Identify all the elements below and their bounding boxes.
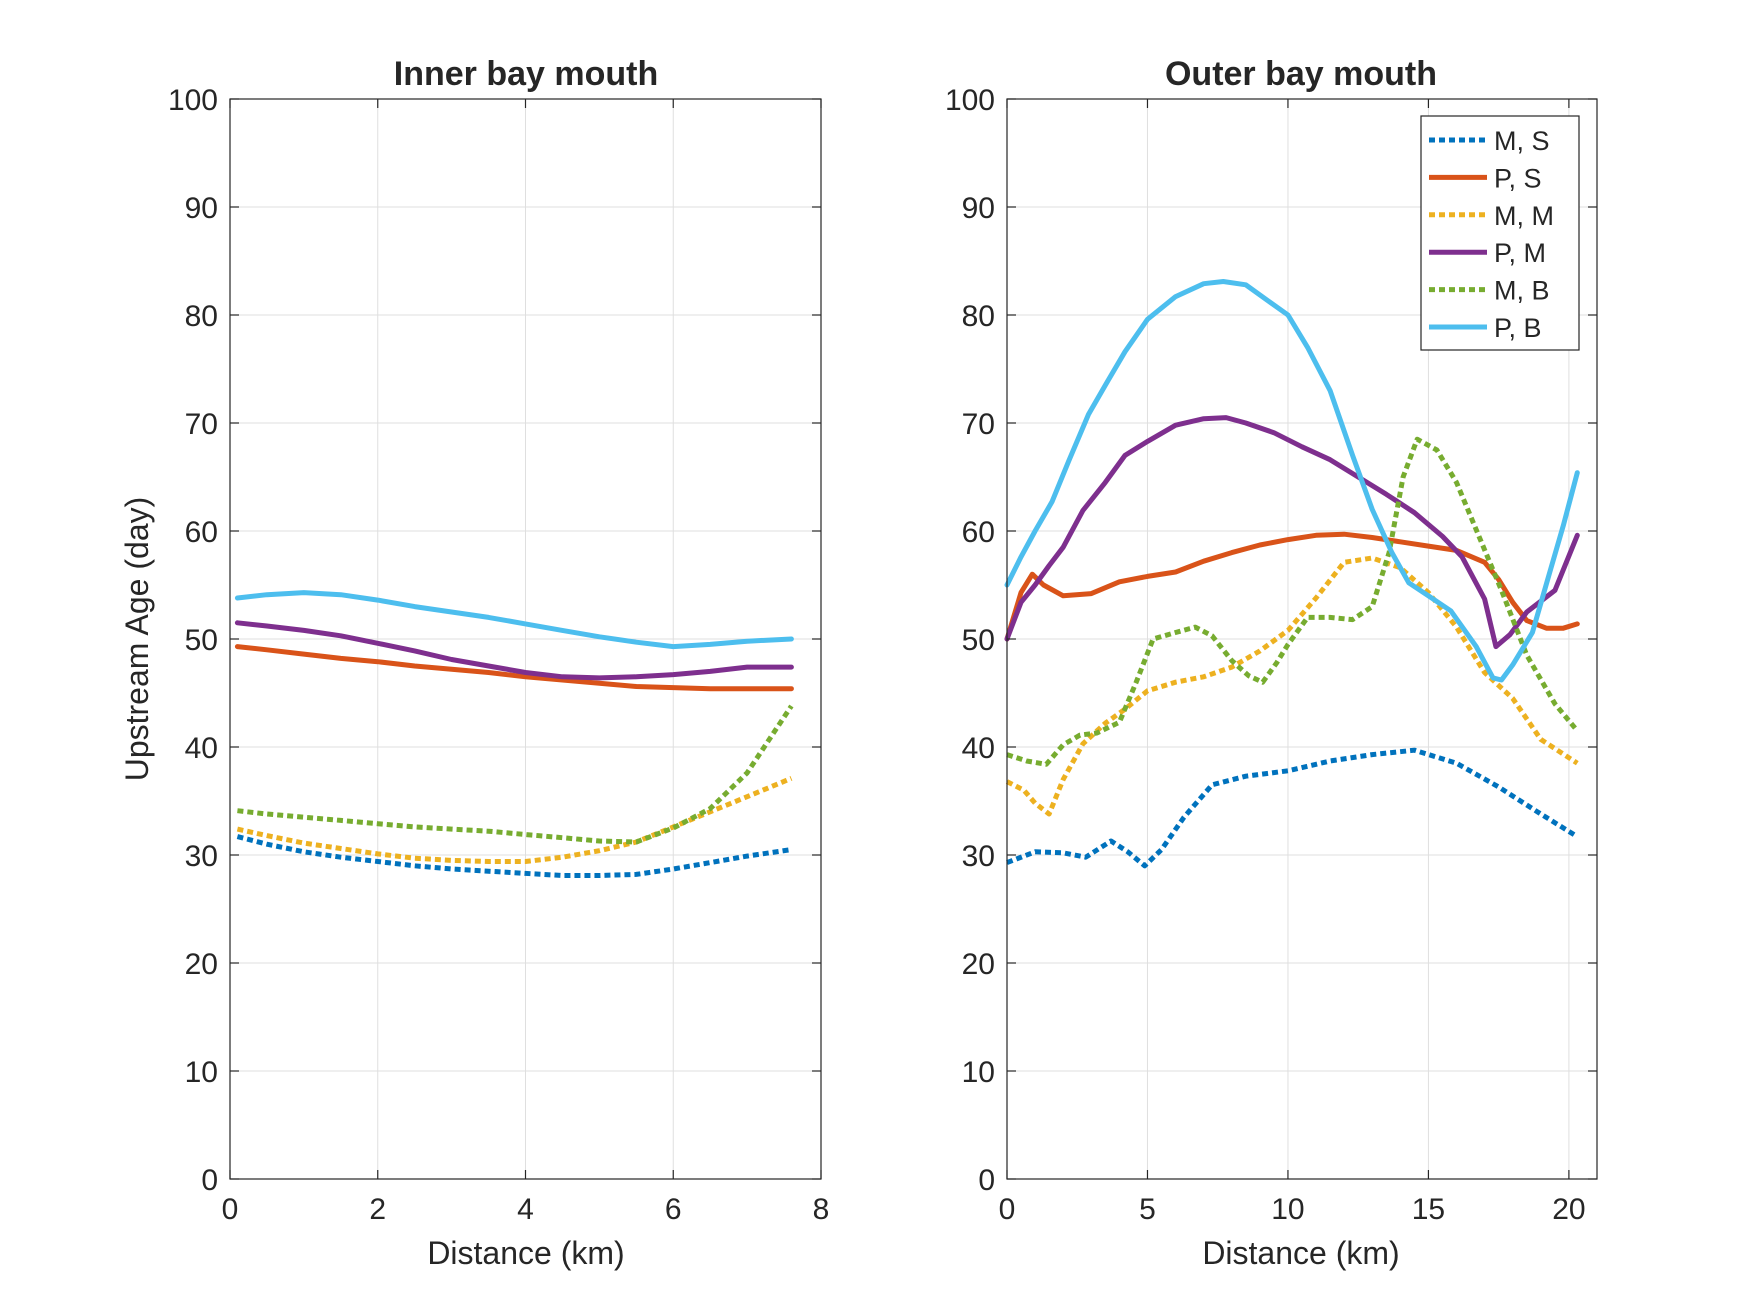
legend-label: M, B — [1494, 276, 1550, 306]
legend-label: P, B — [1494, 313, 1542, 343]
y-tick-label: 90 — [185, 192, 218, 225]
x-tick-label: 0 — [222, 1193, 239, 1226]
x-tick-label: 5 — [1139, 1193, 1156, 1226]
legend-items: M, S P, S M, M P, M M, B P, B — [1429, 126, 1554, 343]
y-tick-label: 60 — [962, 516, 995, 549]
series-line-4 — [1006, 436, 1580, 767]
x-tick-label: 10 — [1271, 1193, 1304, 1226]
series-line-3 — [1005, 555, 1579, 817]
x-axis-title: Distance (km) — [427, 1235, 624, 1271]
series-line-5 — [234, 590, 794, 650]
legend-label: M, M — [1494, 201, 1554, 231]
grid-lines — [229, 98, 822, 1180]
y-tick-label: 30 — [185, 840, 218, 873]
x-tick-label: 15 — [1412, 1193, 1445, 1226]
x-tick-label: 0 — [999, 1193, 1016, 1226]
x-axis-title: Distance (km) — [1202, 1235, 1399, 1271]
axis-ticks: 0 5 10 15 20 0 10 20 30 40 50 60 70 80 90 100 — [945, 84, 1597, 1226]
series-line-4 — [237, 704, 794, 845]
x-tick-label: 6 — [665, 1193, 682, 1226]
y-tick-label: 10 — [185, 1056, 218, 1089]
x-tick-label: 4 — [517, 1193, 534, 1226]
series-line-0 — [236, 834, 792, 878]
series-line-0 — [1006, 747, 1579, 869]
legend-label: P, S — [1494, 163, 1542, 193]
y-tick-label: 0 — [978, 1164, 995, 1197]
x-tick-label: 20 — [1552, 1193, 1585, 1226]
panel-title: Inner bay mouth — [394, 55, 658, 93]
x-tick-label: 8 — [813, 1193, 830, 1226]
series-line-5 — [1004, 279, 1580, 683]
legend-label: P, M — [1494, 238, 1546, 268]
y-tick-label: 100 — [168, 84, 218, 117]
y-tick-label: 70 — [962, 408, 995, 441]
y-tick-label: 0 — [201, 1164, 218, 1197]
series-line-1 — [1004, 531, 1580, 642]
series-line-3 — [234, 620, 794, 681]
y-tick-label: 80 — [962, 300, 995, 333]
y-axis-title: Upstream Age (day) — [119, 497, 155, 782]
y-tick-label: 80 — [185, 300, 218, 333]
y-tick-label: 40 — [185, 732, 218, 765]
panel-title: Outer bay mouth — [1165, 55, 1437, 93]
panel-outer-bay-mouth: Outer bay mouth 0 5 10 15 20 0 10 20 30 40 50 60 70 8… — [945, 55, 1598, 1271]
legend-label: M, S — [1494, 126, 1550, 156]
y-tick-label: 30 — [962, 840, 995, 873]
y-tick-label: 70 — [185, 408, 218, 441]
y-tick-label: 50 — [962, 624, 995, 657]
series-lines — [234, 590, 794, 878]
panel-inner-bay-mouth: Inner bay mouth 0 2 4 6 80102030405060708090… — [119, 55, 829, 1271]
x-tick-label: 2 — [369, 1193, 386, 1226]
y-tick-label: 100 — [945, 84, 995, 117]
y-tick-label: 50 — [185, 624, 218, 657]
y-tick-label: 40 — [962, 732, 995, 765]
series-line-2 — [1004, 415, 1580, 650]
y-tick-label: 20 — [962, 948, 995, 981]
legend-box — [1420, 115, 1580, 351]
y-tick-label: 60 — [185, 516, 218, 549]
y-tick-label: 10 — [962, 1056, 995, 1089]
y-tick-label: 20 — [185, 948, 218, 981]
y-tick-label: 90 — [962, 192, 995, 225]
series-line-1 — [234, 644, 794, 692]
series-lines — [1004, 279, 1580, 869]
legend: M, S P, S M, M P, M M, B P, B — [1420, 115, 1580, 351]
